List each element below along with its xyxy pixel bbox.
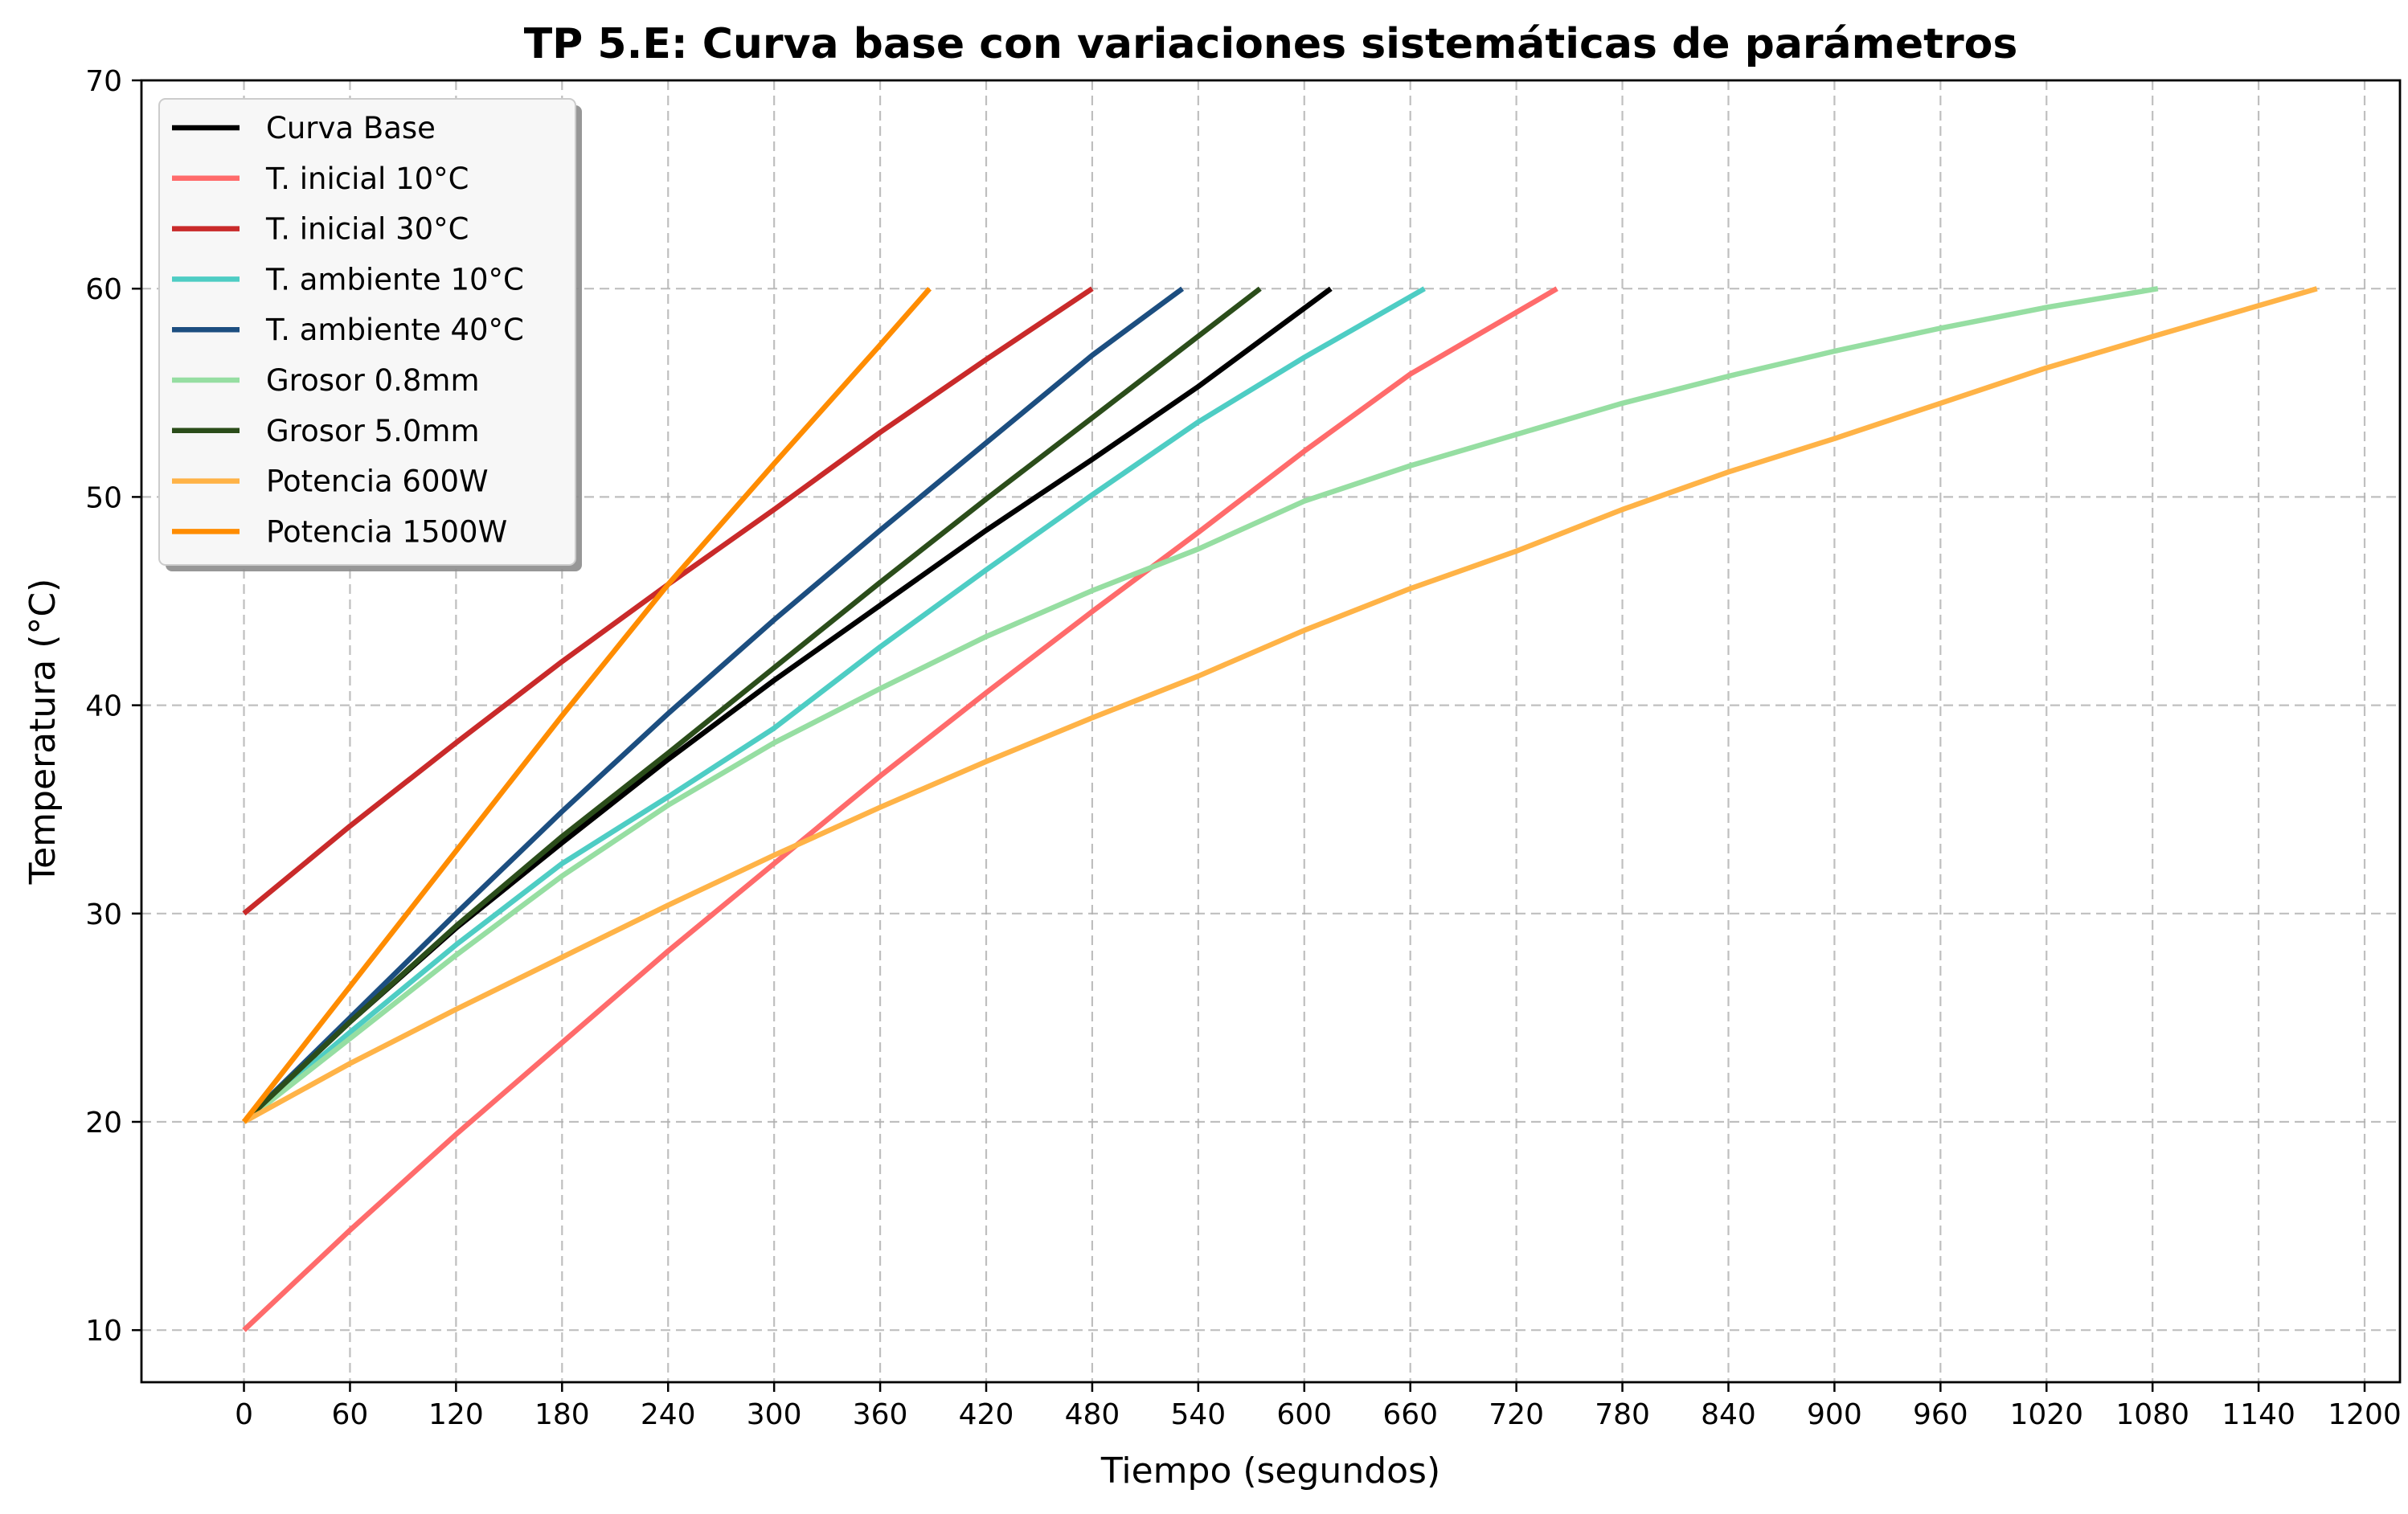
series-line-t-ambiente-40-c: [242, 286, 1185, 1124]
x-tick-label: 1200: [2328, 1398, 2402, 1431]
x-tick-label: 720: [1489, 1398, 1544, 1431]
legend-label: Curva Base: [266, 111, 436, 145]
x-tick-label: 840: [1701, 1398, 1756, 1431]
x-tick-label: 60: [332, 1398, 369, 1431]
legend-label: Potencia 1500W: [266, 514, 507, 549]
axis-ticks: 0 60 120 180 240 300 360 420 480 540 600 660 720 780 8…: [85, 65, 2402, 1431]
y-axis-label: Temperatura (°C): [23, 579, 63, 886]
x-tick-label: 360: [853, 1398, 908, 1431]
legend-label: Potencia 600W: [266, 464, 489, 499]
x-tick-label: 780: [1595, 1398, 1650, 1431]
x-tick-label: 0: [235, 1398, 253, 1431]
legend: Curva Base T. inicial 10°C T. inicial 30°C…: [158, 98, 582, 571]
y-tick-label: 60: [85, 273, 122, 306]
x-tick-label: 900: [1807, 1398, 1862, 1431]
x-tick-label: 240: [641, 1398, 696, 1431]
legend-label: T. ambiente 10°C: [265, 262, 524, 297]
chart-title: TP 5.E: Curva base con variaciones siste…: [524, 20, 2018, 68]
x-axis-label: Tiempo (segundos): [1100, 1451, 1440, 1491]
y-tick-label: 70: [85, 65, 122, 98]
y-tick-label: 10: [85, 1315, 122, 1348]
x-tick-label: 480: [1065, 1398, 1120, 1431]
legend-label: T. ambiente 40°C: [265, 313, 524, 347]
legend-box: [158, 98, 576, 566]
x-tick-label: 1020: [2009, 1398, 2083, 1431]
x-tick-label: 120: [428, 1398, 484, 1431]
legend-label: Grosor 0.8mm: [266, 363, 480, 398]
x-tick-label: 660: [1382, 1398, 1438, 1431]
legend-label: T. inicial 10°C: [265, 162, 469, 196]
legend-label: T. inicial 30°C: [265, 212, 469, 247]
x-tick-label: 1140: [2222, 1398, 2295, 1431]
y-tick-label: 40: [85, 690, 122, 723]
legend-label: Grosor 5.0mm: [266, 414, 480, 448]
x-tick-label: 960: [1913, 1398, 1968, 1431]
series-line-grosor-0-8mm: [242, 285, 2159, 1124]
y-tick-label: 20: [85, 1107, 122, 1140]
series-line-t-ambiente-10-c: [242, 286, 1426, 1124]
y-tick-label: 50: [85, 481, 122, 514]
x-tick-label: 300: [747, 1398, 802, 1431]
y-tick-label: 30: [85, 898, 122, 931]
x-tick-label: 420: [959, 1398, 1014, 1431]
series-line-t-inicial-10-c: [242, 286, 1558, 1332]
series-line-potencia-1500w: [241, 287, 932, 1124]
x-tick-label: 180: [534, 1398, 590, 1431]
plot-lines: [241, 285, 2318, 1332]
x-tick-label: 1080: [2115, 1398, 2189, 1431]
plot-frame: [140, 79, 2402, 1384]
series-line-grosor-5-0mm: [242, 286, 1262, 1124]
x-tick-label: 600: [1276, 1398, 1332, 1431]
x-tick-label: 540: [1170, 1398, 1226, 1431]
series-line-potencia-600w: [242, 286, 2318, 1124]
